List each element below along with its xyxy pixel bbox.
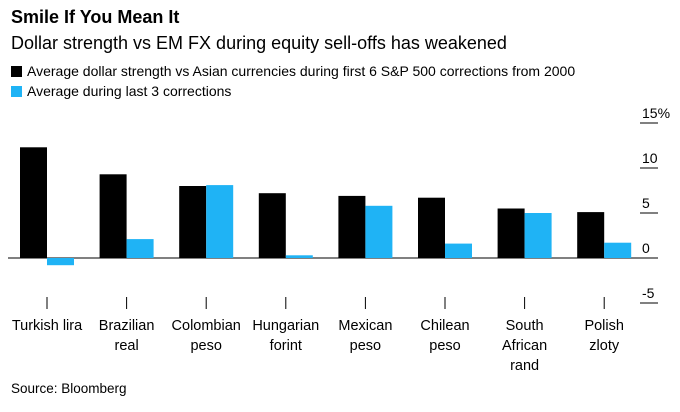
- legend-swatch-blue: [11, 85, 22, 97]
- x-category-label-line: Mexican: [338, 318, 392, 334]
- x-category-label: Mexican peso: [338, 318, 392, 354]
- chart-title: Smile If You Mean It: [11, 7, 180, 27]
- y-tick-label: 15%: [642, 105, 670, 121]
- bar-first-six-6: [497, 208, 525, 258]
- x-category-label: Turkish lira: [12, 318, 83, 334]
- bar-last-three-2: [206, 185, 234, 258]
- legend-label-first-six: Average dollar strength vs Asian currenc…: [27, 63, 576, 79]
- x-category-label-line: Polish: [584, 318, 624, 334]
- bar-last-three-3: [285, 255, 313, 258]
- x-category-label-line: African: [502, 338, 547, 354]
- chart-subtitle: Dollar strength vs EM FX during equity s…: [11, 33, 507, 53]
- x-category-label: Hungarian forint: [252, 318, 319, 354]
- x-category-label-line: rand: [510, 358, 539, 374]
- y-tick-label: -5: [642, 285, 655, 301]
- y-tick-label: 10: [642, 150, 658, 166]
- y-tick-label: 5: [642, 195, 650, 211]
- x-category-label: Colombian peso: [172, 318, 241, 354]
- bar-last-three-4: [365, 205, 393, 258]
- x-category-label-line: peso: [350, 338, 381, 354]
- legend-item-last-three: Average during last 3 corrections: [11, 81, 575, 101]
- source-note: Source: Bloomberg: [11, 381, 127, 396]
- x-category-label: Polish zloty: [584, 318, 624, 354]
- bar-last-three-6: [524, 213, 552, 258]
- bar-first-six-4: [338, 195, 366, 258]
- x-category-label-line: Chilean: [420, 318, 469, 334]
- bar-first-six-0: [20, 147, 47, 258]
- x-category-label: Chilean peso: [420, 318, 469, 354]
- y-tick-label: 0: [642, 240, 650, 256]
- x-category-label-line: real: [115, 338, 139, 354]
- bar-first-six-7: [577, 212, 605, 258]
- bar-last-three-5: [445, 243, 472, 258]
- x-category-label: South African rand: [502, 318, 547, 374]
- legend-label-last-three: Average during last 3 corrections: [27, 83, 232, 99]
- bar-first-six-1: [99, 174, 127, 258]
- x-category-label-line: Colombian: [172, 318, 241, 334]
- bar-last-three-0: [47, 258, 74, 266]
- bar-first-six-5: [418, 197, 445, 258]
- bar-last-three-1: [126, 239, 154, 258]
- x-category-label-line: Turkish lira: [12, 318, 83, 334]
- x-category-label-line: forint: [270, 338, 302, 354]
- x-category-label-line: peso: [429, 338, 460, 354]
- x-category-label-line: South: [506, 318, 544, 334]
- legend-swatch-black: [11, 65, 22, 77]
- bar-last-three-7: [604, 242, 632, 258]
- x-category-label-line: Brazilian: [99, 318, 155, 334]
- bar-first-six-2: [179, 186, 207, 258]
- x-category-label-line: zloty: [589, 338, 620, 354]
- x-category-label-line: peso: [190, 338, 221, 354]
- legend-item-first-six: Average dollar strength vs Asian currenc…: [11, 61, 575, 81]
- bar-first-six-3: [258, 193, 286, 258]
- x-category-label-line: Hungarian: [252, 318, 319, 334]
- legend: Average dollar strength vs Asian currenc…: [11, 61, 575, 101]
- x-category-label: Brazilian real: [99, 318, 155, 354]
